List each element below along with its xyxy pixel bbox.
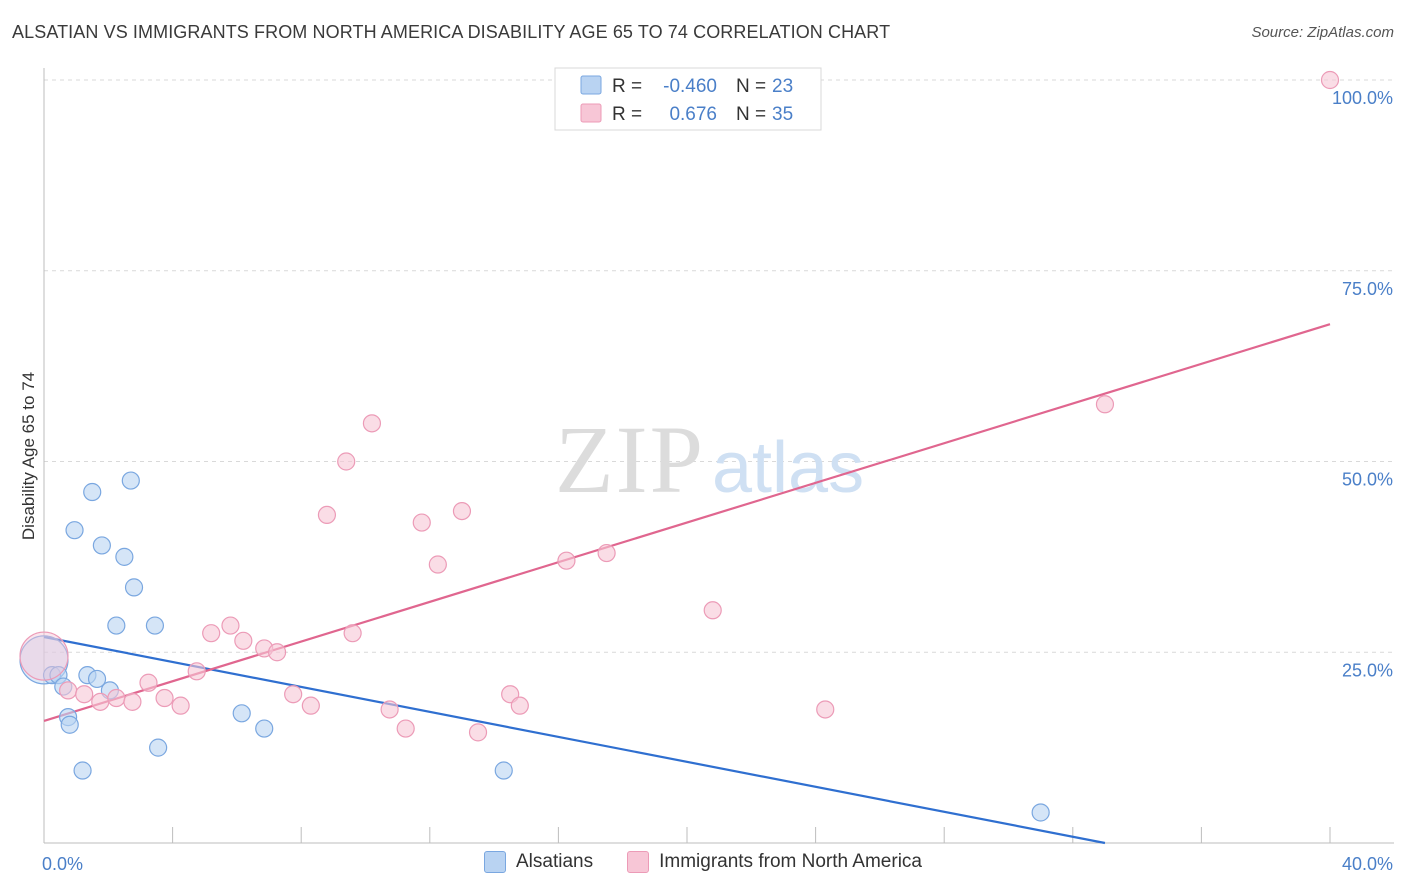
watermark: ZIP atlas — [555, 406, 864, 513]
legend-n-value-b: 35 — [772, 104, 793, 125]
point-immigrants-9 — [187, 662, 206, 681]
point-immigrants-2 — [75, 685, 94, 704]
point-alsatians-22 — [1031, 803, 1050, 822]
legend-box: R = -0.460 N = 23 R = 0.676 N = 35 — [554, 67, 822, 131]
legend-label-alsatians: Alsatians — [515, 851, 594, 872]
x-tick-label-0: 0.0% — [42, 854, 83, 874]
point-immigrants-14 — [267, 643, 287, 662]
point-alsatians-20 — [255, 719, 274, 738]
point-alsatians-16 — [124, 578, 144, 597]
x-tick-label-1: 40.0% — [1342, 854, 1393, 874]
point-immigrants-26 — [468, 723, 488, 742]
swatch-alsatians — [483, 851, 506, 873]
watermark-zip: ZIP — [555, 406, 705, 513]
trend-line-immigrants — [43, 323, 1331, 722]
point-alsatians-14 — [115, 547, 134, 566]
point-immigrants-29 — [557, 551, 576, 570]
legend-r-label-a: R = — [612, 76, 642, 97]
legend-r-label-b: R = — [612, 104, 642, 125]
point-immigrants-17 — [317, 505, 337, 525]
legend-r-value-b: 0.676 — [669, 104, 717, 125]
chart-title: ALSATIAN VS IMMIGRANTS FROM NORTH AMERIC… — [12, 22, 891, 42]
legend-n-label-a: N = — [736, 76, 766, 97]
point-immigrants-3 — [91, 692, 110, 711]
point-immigrants-20 — [362, 414, 382, 433]
legend-n-value-a: 23 — [772, 76, 793, 97]
legend-item-alsatians: Alsatians — [483, 851, 594, 873]
point-immigrants-33 — [1095, 395, 1115, 414]
point-immigrants-34 — [1320, 70, 1340, 90]
y-tick-label-3: 100.0% — [1332, 88, 1393, 108]
trend-line-alsatians — [43, 635, 1106, 845]
point-immigrants-23 — [412, 513, 431, 532]
legend-swatch-immigrants — [580, 103, 602, 123]
y-tick-label-2: 75.0% — [1342, 279, 1393, 299]
point-immigrants-12 — [234, 631, 253, 650]
point-alsatians-21 — [494, 761, 513, 780]
legend-r-value-a: -0.460 — [663, 76, 717, 97]
point-immigrants-25 — [452, 501, 472, 521]
legend-n-label-b: N = — [736, 104, 766, 125]
source-label: Source: ZipAtlas.com — [1251, 24, 1394, 41]
point-alsatians-7 — [73, 761, 92, 780]
point-immigrants-1 — [59, 681, 78, 700]
point-immigrants-24 — [428, 555, 447, 574]
point-alsatians-11 — [92, 536, 111, 555]
point-immigrants-19 — [343, 624, 362, 643]
point-immigrants-6 — [139, 673, 158, 692]
point-alsatians-10 — [87, 669, 107, 689]
point-immigrants-18 — [337, 452, 356, 471]
point-alsatians-17 — [145, 616, 165, 635]
legend-swatch-alsatians — [580, 75, 602, 95]
data-points — [19, 70, 1340, 822]
point-immigrants-21 — [380, 700, 399, 719]
point-alsatians-15 — [121, 471, 140, 490]
point-immigrants-7 — [155, 688, 174, 708]
axes — [43, 68, 1394, 844]
point-immigrants-5 — [123, 692, 142, 711]
point-immigrants-16 — [301, 696, 320, 715]
legend-item-immigrants: Immigrants from North America — [627, 851, 922, 873]
point-immigrants-31 — [703, 601, 722, 620]
trend-lines — [43, 323, 1331, 845]
point-alsatians-19 — [232, 704, 251, 723]
point-immigrants-8 — [171, 696, 190, 715]
y-tick-label-0: 25.0% — [1342, 660, 1393, 680]
point-alsatians-6 — [65, 521, 84, 540]
y-tick-labels: 25.0% 50.0% 75.0% 100.0% — [1332, 88, 1393, 680]
legend-label-immigrants: Immigrants from North America — [659, 851, 922, 872]
watermark-atlas: atlas — [712, 428, 864, 508]
point-alsatians-9 — [83, 482, 102, 502]
y-tick-label-1: 50.0% — [1342, 470, 1393, 490]
point-immigrants-28 — [510, 696, 529, 715]
point-alsatians-13 — [107, 616, 126, 635]
point-immigrants-22 — [396, 719, 415, 738]
swatch-immigrants — [627, 851, 650, 873]
point-immigrants-30 — [597, 543, 616, 563]
point-immigrants-11 — [221, 616, 240, 635]
x-tick-labels: 0.0% 40.0% — [42, 854, 1393, 874]
point-immigrants-4 — [107, 688, 126, 708]
point-immigrants-32 — [816, 700, 835, 719]
bottom-legend: Alsatians Immigrants from North America — [0, 851, 1406, 873]
point-immigrants-0 — [19, 631, 69, 681]
y-axis-title: Disability Age 65 to 74 — [19, 372, 38, 540]
point-immigrants-15 — [284, 685, 303, 704]
point-alsatians-18 — [149, 738, 168, 757]
point-alsatians-5 — [60, 715, 79, 734]
point-immigrants-10 — [202, 624, 221, 643]
